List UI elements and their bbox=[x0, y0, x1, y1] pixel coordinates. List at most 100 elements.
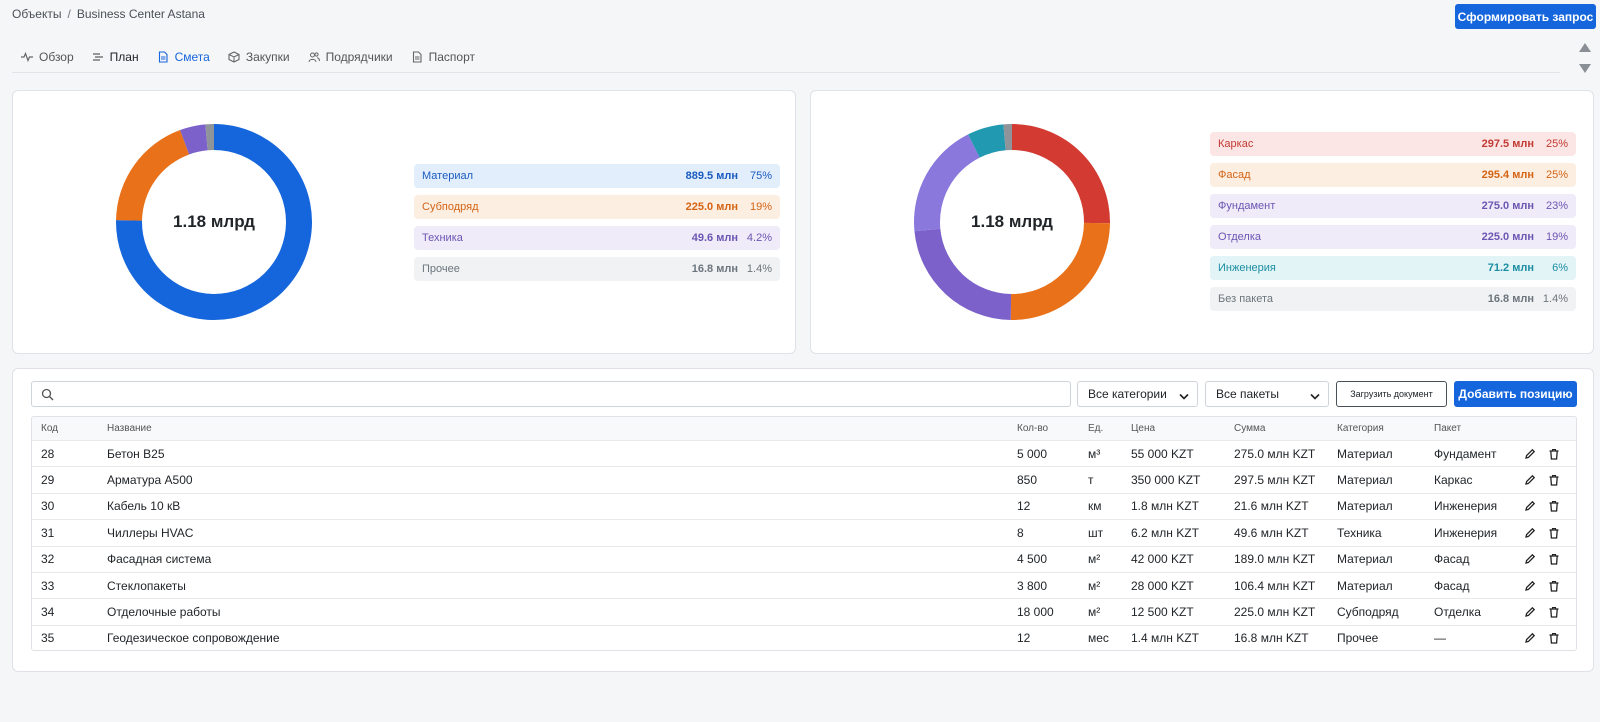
category-legend-percent: 4.2% bbox=[746, 232, 772, 244]
cell-qty: 18 000 bbox=[1017, 605, 1054, 620]
delete-icon[interactable] bbox=[1548, 527, 1560, 539]
table-row[interactable]: 33 Стеклопакеты 3 800 м² 28 000 KZT 106.4 млн… bbox=[32, 573, 1576, 600]
package-donut-slice[interactable] bbox=[1010, 222, 1110, 320]
package-legend-percent: 25% bbox=[1545, 169, 1568, 181]
cell-qty: 5 000 bbox=[1017, 446, 1048, 461]
cell-sum: 275.0 млн KZT bbox=[1234, 446, 1316, 461]
search-field[interactable] bbox=[31, 381, 1071, 407]
scroll-down-icon[interactable] bbox=[1579, 64, 1591, 73]
cell-code: 31 bbox=[41, 525, 55, 540]
search-input[interactable] bbox=[60, 385, 1060, 404]
column-header-category[interactable]: Категория bbox=[1337, 423, 1384, 434]
category-legend-item[interactable]: Прочее 16.8 млн 1.4% bbox=[414, 257, 780, 281]
delete-icon[interactable] bbox=[1548, 553, 1560, 565]
package-filter-select[interactable]: Все пакеты bbox=[1205, 381, 1329, 407]
package-legend-item[interactable]: Фундамент 275.0 млн 23% bbox=[1210, 194, 1576, 218]
tab-passport-label: Паспорт bbox=[428, 50, 475, 64]
estimate-table: Код Название Кол-во Ед. Цена Сумма Катег… bbox=[31, 416, 1577, 651]
page-scroll-control[interactable] bbox=[1578, 43, 1592, 73]
cell-unit: м² bbox=[1088, 578, 1101, 593]
tab-plan[interactable]: План bbox=[83, 44, 148, 70]
category-legend-item[interactable]: Материал 889.5 млн 75% bbox=[414, 164, 780, 188]
delete-icon[interactable] bbox=[1548, 448, 1560, 460]
activity-icon bbox=[21, 51, 33, 63]
generate-request-button[interactable]: Сформировать запрос bbox=[1455, 4, 1596, 29]
category-legend-item[interactable]: Техника 49.6 млн 4.2% bbox=[414, 226, 780, 250]
tab-purchases[interactable]: Закупки bbox=[219, 44, 299, 70]
top-bar: Объекты / Business Center Astana Сформир… bbox=[0, 0, 1600, 34]
package-legend-item[interactable]: Без пакета 16.8 млн 1.4% bbox=[1210, 287, 1576, 311]
row-actions bbox=[1524, 467, 1560, 492]
delete-icon[interactable] bbox=[1548, 500, 1560, 513]
edit-icon[interactable] bbox=[1524, 448, 1536, 460]
tab-contractors-label: Подрядчики bbox=[325, 50, 393, 64]
table-row[interactable]: 29 Арматура A500 850 т 350 000 KZT 297.5 млн … bbox=[32, 467, 1576, 494]
package-legend-item[interactable]: Инженерия 71.2 млн 6% bbox=[1210, 256, 1576, 280]
cell-category: Материал bbox=[1337, 578, 1393, 593]
cell-price: 1.8 млн KZT bbox=[1131, 499, 1199, 514]
tab-passport[interactable]: Паспорт bbox=[402, 44, 484, 70]
box-icon bbox=[228, 51, 240, 63]
table-row[interactable]: 28 Бетон B25 5 000 м³ 55 000 KZT 275.0 млн KZ… bbox=[32, 441, 1576, 468]
table-row[interactable]: 30 Кабель 10 кВ 12 км 1.8 млн KZT 21.6 млн KZ… bbox=[32, 494, 1576, 521]
table-row[interactable]: 32 Фасадная система 4 500 м² 42 000 KZT 189.0… bbox=[32, 547, 1576, 573]
delete-icon[interactable] bbox=[1548, 606, 1560, 618]
column-header-code[interactable]: Код bbox=[41, 423, 59, 434]
package-donut-slice[interactable] bbox=[1003, 124, 1012, 151]
row-actions bbox=[1524, 494, 1560, 519]
cell-qty: 8 bbox=[1017, 525, 1024, 540]
cell-price: 6.2 млн KZT bbox=[1131, 525, 1199, 540]
category-legend-item[interactable]: Субподряд 225.0 млн 19% bbox=[414, 195, 780, 219]
column-header-sum[interactable]: Сумма bbox=[1234, 423, 1266, 434]
package-legend-percent: 6% bbox=[1552, 262, 1568, 274]
edit-icon[interactable] bbox=[1524, 553, 1536, 565]
category-donut-slice[interactable] bbox=[205, 124, 214, 151]
package-legend-value: 275.0 млн bbox=[1481, 200, 1534, 212]
cell-name: Стеклопакеты bbox=[107, 578, 186, 593]
tab-contractors[interactable]: Подрядчики bbox=[299, 44, 402, 70]
package-donut-slice[interactable] bbox=[914, 228, 1012, 320]
upload-document-button[interactable]: Загрузить документ bbox=[1336, 381, 1447, 407]
package-legend-item[interactable]: Отделка 225.0 млн 19% bbox=[1210, 225, 1576, 249]
package-legend-percent: 23% bbox=[1545, 200, 1568, 212]
table-row[interactable]: 35 Геодезическое сопровождение 12 мес 1.4 мл… bbox=[32, 626, 1576, 650]
package-donut-slice[interactable] bbox=[1012, 124, 1110, 224]
add-position-button[interactable]: Добавить позицию bbox=[1454, 381, 1577, 407]
column-header-unit[interactable]: Ед. bbox=[1088, 423, 1104, 434]
delete-icon[interactable] bbox=[1548, 632, 1560, 645]
cell-sum: 106.4 млн KZT bbox=[1234, 578, 1316, 593]
edit-icon[interactable] bbox=[1524, 527, 1536, 539]
package-legend-name: Без пакета bbox=[1218, 293, 1273, 305]
package-legend-item[interactable]: Каркас 297.5 млн 25% bbox=[1210, 132, 1576, 156]
package-donut-slice[interactable] bbox=[914, 134, 980, 232]
scroll-up-icon[interactable] bbox=[1579, 43, 1591, 52]
delete-icon[interactable] bbox=[1548, 580, 1560, 592]
delete-icon[interactable] bbox=[1548, 474, 1560, 486]
tab-overview[interactable]: Обзор bbox=[12, 44, 83, 70]
cell-unit: м³ bbox=[1088, 446, 1101, 461]
cell-sum: 21.6 млн KZT bbox=[1234, 499, 1309, 514]
edit-icon[interactable] bbox=[1524, 632, 1536, 644]
search-icon bbox=[41, 388, 54, 401]
edit-icon[interactable] bbox=[1524, 474, 1536, 486]
category-filter-select[interactable]: Все категории bbox=[1077, 381, 1198, 407]
edit-icon[interactable] bbox=[1524, 606, 1536, 618]
column-header-price[interactable]: Цена bbox=[1131, 423, 1156, 434]
edit-icon[interactable] bbox=[1524, 580, 1536, 592]
category-donut-slice[interactable] bbox=[180, 124, 208, 155]
package-filter-value: Все пакеты bbox=[1216, 387, 1279, 401]
cell-package: — bbox=[1434, 631, 1446, 646]
column-header-name[interactable]: Название bbox=[107, 423, 152, 434]
package-legend-item[interactable]: Фасад 295.4 млн 25% bbox=[1210, 163, 1576, 187]
cell-name: Геодезическое сопровождение bbox=[107, 631, 280, 646]
breadcrumb-root[interactable]: Объекты bbox=[12, 7, 62, 21]
table-row[interactable]: 31 Чиллеры HVAC 8 шт 6.2 млн KZT 49.6 млн KZT… bbox=[32, 520, 1576, 547]
column-header-package[interactable]: Пакет bbox=[1434, 423, 1462, 434]
table-row[interactable]: 34 Отделочные работы 18 000 м² 12 500 KZT 225… bbox=[32, 599, 1576, 626]
package-donut-slice[interactable] bbox=[968, 124, 1006, 158]
column-header-qty[interactable]: Кол-во bbox=[1017, 423, 1049, 434]
tab-estimate[interactable]: Смета bbox=[148, 44, 219, 70]
edit-icon[interactable] bbox=[1524, 500, 1536, 512]
row-actions bbox=[1524, 599, 1560, 624]
category-donut-slice[interactable] bbox=[116, 130, 190, 221]
